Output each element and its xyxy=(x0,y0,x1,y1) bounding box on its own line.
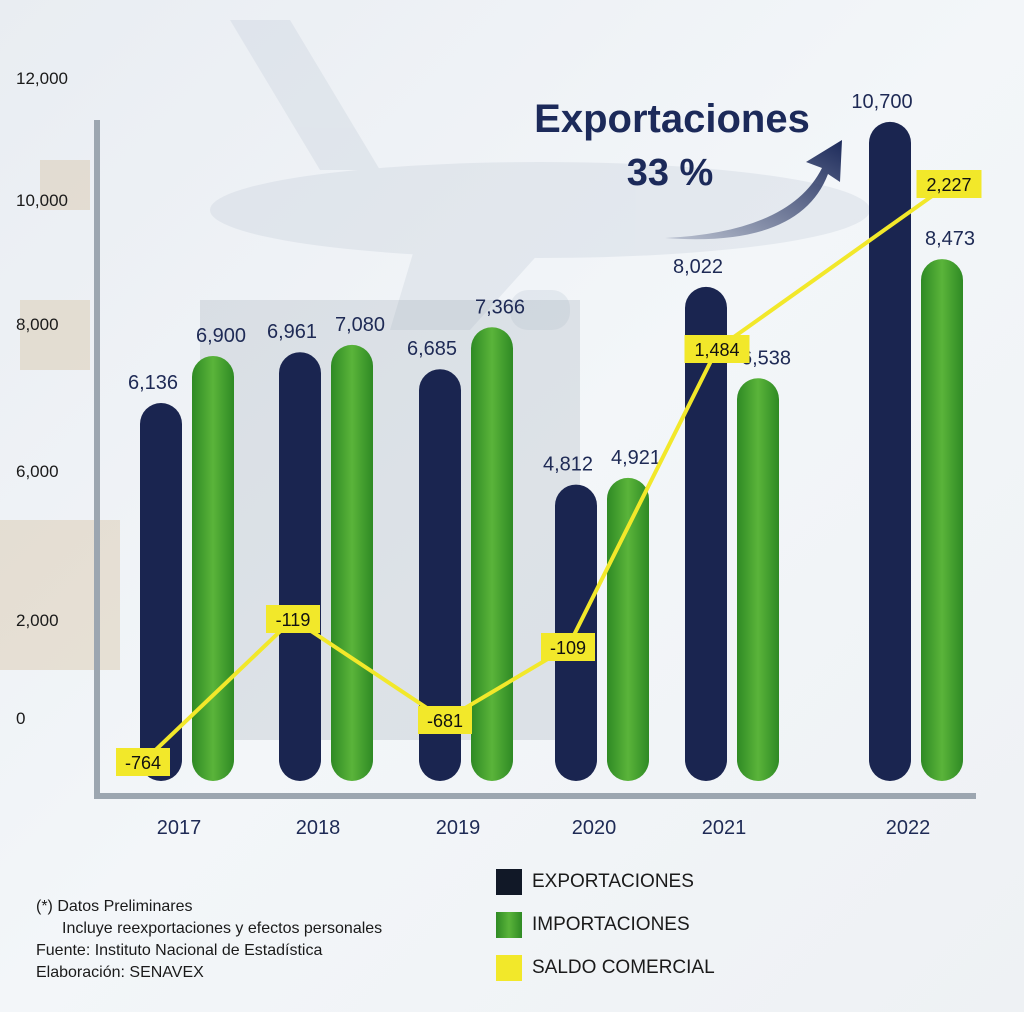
saldo-value-label: -764 xyxy=(125,753,161,773)
x-category-label: 2017 xyxy=(157,817,202,839)
saldo-label-box xyxy=(418,706,472,734)
bar-importaciones xyxy=(192,355,234,781)
bar-importaciones xyxy=(737,378,779,781)
legend-item-saldo-comercial: SALDO COMERCIAL xyxy=(496,946,715,989)
bar-importaciones xyxy=(471,327,513,781)
saldo-value-label: -119 xyxy=(276,610,311,630)
bar-importaciones xyxy=(331,344,373,781)
value-label-importaciones: 6,538 xyxy=(741,347,791,369)
note-source: Fuente: Instituto Nacional de Estadístic… xyxy=(36,942,323,959)
bars-layer xyxy=(140,121,963,781)
value-label-importaciones: 4,921 xyxy=(611,447,661,469)
legend-label: EXPORTACIONES xyxy=(532,870,694,892)
saldo-label-box xyxy=(684,335,750,363)
saldo-comercial-line xyxy=(141,182,951,764)
x-category-labels: 2017 2018 2019 2020 2021 2022 xyxy=(157,817,931,839)
legend-item-importaciones: IMPORTACIONES xyxy=(496,903,715,946)
value-label-exportaciones: 6,685 xyxy=(407,338,457,360)
legend: EXPORTACIONES IMPORTACIONES SALDO COMERC… xyxy=(496,860,715,989)
value-label-exportaciones: 8,022 xyxy=(673,256,723,278)
y-tick-label: 0 xyxy=(16,709,25,728)
bar-exportaciones xyxy=(685,286,727,781)
value-label-importaciones: 8,473 xyxy=(925,228,975,250)
saldo-label-box xyxy=(541,633,595,661)
value-label-exportaciones: 10,700 xyxy=(851,91,912,113)
y-tick-label: 2,000 xyxy=(16,611,59,630)
bar-importaciones xyxy=(607,477,649,781)
value-label-exportaciones: 6,136 xyxy=(128,372,178,394)
headline-title: Exportaciones xyxy=(534,97,810,141)
legend-item-exportaciones: EXPORTACIONES xyxy=(496,860,715,903)
bar-exportaciones xyxy=(869,121,911,781)
value-label-exportaciones: 4,812 xyxy=(543,454,593,476)
y-tick-label: 12,000 xyxy=(16,69,68,88)
legend-swatch-saldo-comercial xyxy=(496,954,522,981)
airplane-decoration xyxy=(210,20,870,330)
value-label-importaciones: 6,900 xyxy=(196,325,246,347)
saldo-value-label: 1,484 xyxy=(694,340,739,360)
bar-exportaciones xyxy=(140,403,182,781)
y-tick-label: 8,000 xyxy=(16,315,59,334)
saldo-value-label: 2,227 xyxy=(926,175,971,195)
saldo-label-box xyxy=(116,748,170,776)
x-category-label: 2021 xyxy=(702,817,747,839)
y-tick-labels: 12,000 10,000 8,000 6,000 2,000 0 xyxy=(16,69,68,728)
note-includes: Incluye reexportaciones y efectos person… xyxy=(62,920,383,937)
saldo-comercial-labels: -764 -119 -681 -109 1,484 2,227 xyxy=(116,170,982,776)
value-label-exportaciones: 6,961 xyxy=(267,321,317,343)
saldo-value-label: -681 xyxy=(427,711,463,731)
y-tick-label: 6,000 xyxy=(16,462,59,481)
legend-label: SALDO COMERCIAL xyxy=(532,956,715,978)
footnotes: (*) Datos Preliminares Incluye reexporta… xyxy=(36,896,382,984)
note-elaboration: Elaboración: SENAVEX xyxy=(36,964,204,981)
note-preliminary: (*) Datos Preliminares xyxy=(36,898,193,915)
bar-importaciones xyxy=(921,259,963,781)
legend-swatch-exportaciones xyxy=(496,868,522,895)
x-category-label: 2018 xyxy=(296,817,341,839)
bar-value-labels: 6,136 6,900 6,961 7,080 6,685 7,366 4,812 4,921… xyxy=(128,91,975,476)
bar-exportaciones xyxy=(419,369,461,781)
saldo-value-label: -109 xyxy=(550,638,586,658)
x-category-label: 2019 xyxy=(436,817,481,839)
x-category-label: 2022 xyxy=(886,817,931,839)
headline-percent: 33 % xyxy=(627,152,714,194)
value-label-importaciones: 7,366 xyxy=(475,296,525,318)
legend-label: IMPORTACIONES xyxy=(532,913,690,935)
value-label-importaciones: 7,080 xyxy=(335,314,385,336)
bar-exportaciones xyxy=(279,352,321,781)
saldo-label-box xyxy=(266,605,320,633)
y-tick-label: 10,000 xyxy=(16,191,68,210)
saldo-label-box xyxy=(916,170,982,198)
legend-swatch-importaciones xyxy=(496,911,522,938)
x-category-label: 2020 xyxy=(572,817,617,839)
